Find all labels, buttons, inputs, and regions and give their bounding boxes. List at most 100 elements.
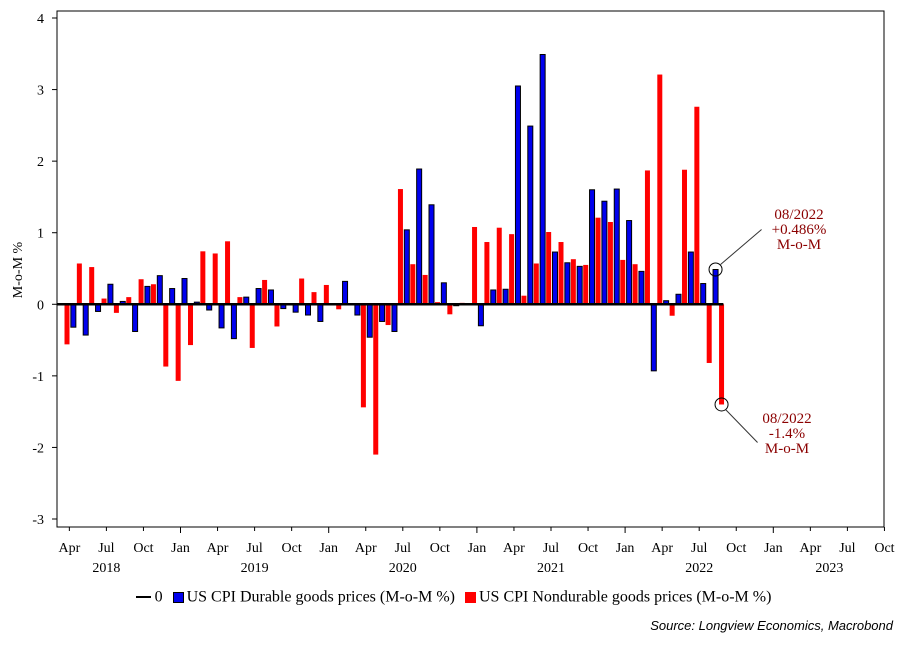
nondurable-bar bbox=[484, 242, 490, 305]
nondurable-bar bbox=[249, 304, 255, 348]
nondurable-bar bbox=[533, 263, 539, 305]
durable-bar bbox=[317, 303, 324, 322]
nondurable-bar bbox=[644, 170, 650, 305]
nondurable-bar bbox=[496, 227, 502, 305]
durable-bar bbox=[342, 280, 349, 305]
durable-bar bbox=[613, 188, 620, 305]
x-tick-label: Oct bbox=[726, 541, 746, 556]
nondurable-bar bbox=[583, 264, 589, 305]
nondurable-bar bbox=[138, 279, 144, 305]
nondurable-bar bbox=[311, 292, 317, 305]
nondurable-bar bbox=[447, 304, 453, 315]
nondurable-bar bbox=[706, 304, 712, 363]
durable-bar bbox=[576, 265, 583, 305]
durable-bar bbox=[403, 229, 410, 305]
durable-bar bbox=[230, 303, 237, 340]
x-tick-label: Jul bbox=[98, 541, 114, 556]
nondurable-bar bbox=[225, 241, 231, 305]
x-year-label: 2022 bbox=[685, 561, 713, 576]
plot-frame bbox=[56, 10, 885, 528]
nondurable-bar bbox=[274, 304, 280, 327]
nondurable-bar bbox=[632, 264, 638, 305]
durable-bar bbox=[366, 303, 373, 338]
durable-bar bbox=[416, 168, 423, 305]
x-year-label: 2021 bbox=[537, 561, 565, 576]
nondurable-bar bbox=[200, 251, 206, 305]
durable-bar bbox=[391, 303, 398, 332]
durable-bar bbox=[218, 303, 225, 329]
annotation-leader-line bbox=[725, 409, 758, 443]
nondurable-bar bbox=[150, 284, 156, 305]
durable-bar bbox=[428, 204, 435, 305]
durable-bar bbox=[552, 251, 558, 305]
annotation-marker-circle bbox=[714, 397, 729, 412]
durable-bar bbox=[490, 289, 497, 305]
y-tick-label: -3 bbox=[32, 513, 44, 528]
nondurable-bar bbox=[385, 304, 391, 326]
durable-bar bbox=[527, 125, 534, 305]
durable-bar bbox=[354, 303, 361, 316]
annotation-text: M-o-M bbox=[765, 441, 809, 457]
durable-bar bbox=[626, 220, 633, 305]
x-tick-label: Jul bbox=[543, 541, 559, 556]
x-tick-label: Oct bbox=[578, 541, 598, 556]
x-tick-label: Jul bbox=[395, 541, 411, 556]
durable-bar bbox=[181, 278, 188, 305]
y-tick-label: 4 bbox=[37, 12, 44, 27]
annotation-text: M-o-M bbox=[777, 237, 821, 253]
nondurable-bar bbox=[397, 189, 403, 305]
x-tick-label: Jul bbox=[839, 541, 855, 556]
nondurable-bar bbox=[410, 264, 416, 305]
annotation-text: +0.486% bbox=[772, 222, 827, 238]
x-year-label: 2020 bbox=[389, 561, 417, 576]
x-tick-label: Apr bbox=[58, 541, 80, 556]
durable-bar bbox=[144, 285, 151, 305]
nondurable-bar bbox=[546, 231, 552, 305]
x-tick-label: Apr bbox=[651, 541, 673, 556]
nondurable-bar bbox=[126, 297, 132, 305]
y-tick-label: 3 bbox=[37, 84, 44, 99]
nondurable-bar bbox=[89, 267, 95, 305]
nondurable-bar bbox=[64, 304, 70, 345]
durable-bar bbox=[564, 262, 571, 305]
nondurable-bar bbox=[323, 284, 329, 305]
annotation-text: -1.4% bbox=[769, 426, 805, 442]
legend-zero-line-swatch bbox=[135, 596, 151, 599]
durable-bar bbox=[70, 303, 77, 328]
nondurable-bar bbox=[299, 278, 305, 305]
durable-bar bbox=[255, 288, 262, 305]
x-tick-label: Jul bbox=[246, 541, 262, 556]
nondurable-bar bbox=[163, 304, 169, 367]
x-tick-label: Jan bbox=[616, 541, 635, 556]
x-tick-label: Oct bbox=[874, 541, 894, 556]
durable-bar bbox=[675, 293, 682, 305]
x-tick-label: Apr bbox=[355, 541, 377, 556]
nondurable-bar bbox=[719, 304, 725, 405]
nondurable-bar bbox=[212, 253, 218, 305]
legend-nondurable-swatch bbox=[465, 591, 476, 603]
durable-bar bbox=[539, 54, 546, 305]
nondurable-bar bbox=[595, 217, 601, 305]
durable-bar bbox=[379, 303, 386, 322]
y-axis-label: M-o-M % bbox=[11, 241, 26, 298]
nondurable-bar bbox=[175, 304, 181, 381]
x-tick-label: Apr bbox=[799, 541, 821, 556]
legend-durable-swatch bbox=[172, 591, 184, 603]
durable-bar bbox=[638, 270, 645, 305]
durable-bar bbox=[589, 189, 596, 305]
y-tick-label: 0 bbox=[37, 298, 44, 313]
durable-bar bbox=[156, 275, 163, 305]
nondurable-bar bbox=[620, 259, 626, 305]
durable-bar bbox=[305, 303, 311, 316]
nondurable-bar bbox=[472, 226, 478, 305]
nondurable-bar bbox=[237, 297, 243, 305]
y-tick-label: -2 bbox=[32, 441, 44, 456]
durable-bar bbox=[650, 303, 657, 372]
x-tick-label: Jan bbox=[468, 541, 487, 556]
nondurable-bar bbox=[521, 295, 527, 305]
annotation-leader-line bbox=[720, 229, 762, 265]
durable-bar bbox=[82, 303, 89, 336]
durable-bar bbox=[132, 303, 139, 332]
nondurable-bar bbox=[682, 169, 687, 305]
y-tick-label: 2 bbox=[37, 155, 44, 170]
